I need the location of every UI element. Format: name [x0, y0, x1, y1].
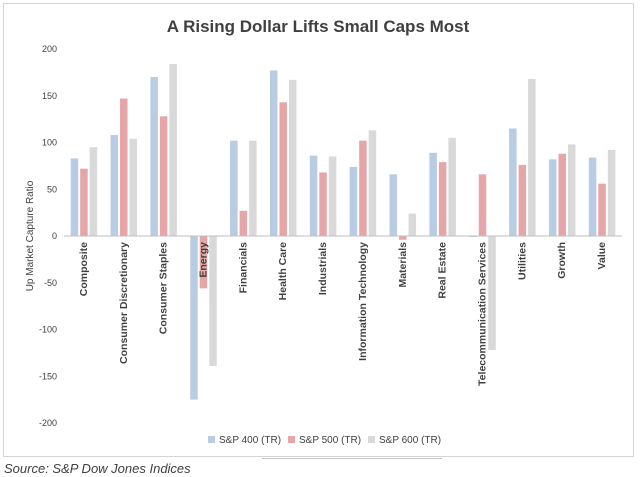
y-tick-label: -50 — [44, 278, 57, 288]
bar — [150, 77, 158, 236]
x-tick-label: Growth — [556, 242, 568, 279]
bar — [269, 70, 278, 236]
bar — [528, 78, 536, 236]
y-axis-label: Up Market Capture Ratio — [25, 180, 36, 291]
x-tick-label: Consumer Staples — [158, 242, 170, 334]
bar — [558, 153, 566, 236]
bar — [588, 157, 597, 236]
y-tick-label: 150 — [42, 91, 57, 101]
bars — [70, 63, 616, 400]
legend: S&P 400 (TR) S&P 500 (TR) S&P 600 (TR) — [208, 435, 441, 446]
bar — [368, 130, 377, 236]
y-tick-label: -100 — [39, 325, 57, 335]
x-tick-label: Value — [596, 242, 608, 270]
bar — [399, 236, 407, 240]
bar — [230, 140, 238, 236]
x-tick-label: Industrials — [317, 242, 329, 295]
legend-label: S&P 500 (TR) — [299, 435, 361, 446]
x-tick-label: Consumer Discretionary — [118, 242, 130, 364]
x-tick-label: Information Technology — [357, 242, 369, 361]
bar — [429, 152, 437, 236]
bar — [80, 168, 88, 236]
x-axis: Composite Consumer Discretionary Consumer … — [78, 242, 608, 386]
bar — [279, 102, 287, 236]
bar — [389, 174, 398, 236]
source-note: Source: S&P Dow Jones Indices — [4, 461, 191, 476]
bar — [349, 166, 358, 236]
source-divider — [262, 458, 442, 459]
x-tick-label: Energy — [198, 242, 210, 278]
x-tick-label: Telecommunication Services — [477, 242, 489, 386]
bar — [70, 158, 79, 236]
legend-swatch — [368, 436, 375, 443]
x-tick-label: Real Estate — [437, 242, 449, 299]
y-tick-label: -150 — [39, 371, 57, 381]
bar — [598, 183, 606, 236]
bar — [319, 172, 327, 236]
bar — [448, 137, 456, 236]
bar — [129, 138, 138, 236]
bar — [478, 174, 487, 236]
bar — [359, 140, 367, 236]
legend-label: S&P 600 (TR) — [379, 435, 441, 446]
x-tick-label: Materials — [397, 242, 409, 288]
x-tick-label: Utilities — [516, 242, 528, 280]
legend-label: S&P 400 (TR) — [219, 435, 281, 446]
bar — [488, 236, 496, 351]
bar — [567, 144, 576, 236]
legend-swatch — [208, 436, 215, 443]
y-axis: 200 150 100 50 0 -50 -100 -150 -200 — [39, 44, 57, 428]
bar — [89, 147, 98, 236]
bar — [548, 159, 557, 236]
y-tick-label: 200 — [42, 44, 57, 54]
x-tick-label: Health Care — [277, 242, 289, 301]
bar — [249, 140, 257, 236]
bar — [607, 149, 616, 236]
chart-title: A Rising Dollar Lifts Small Caps Most — [167, 17, 470, 36]
y-tick-label: -200 — [39, 418, 57, 428]
bar — [518, 164, 527, 236]
bar — [288, 79, 297, 236]
bar — [159, 116, 168, 236]
bar — [509, 128, 517, 236]
bar — [309, 155, 318, 236]
bar — [199, 236, 208, 289]
y-tick-label: 0 — [52, 231, 57, 241]
bar — [110, 135, 119, 236]
y-tick-label: 100 — [42, 138, 57, 148]
legend-swatch — [288, 436, 295, 443]
bar — [120, 98, 128, 237]
bar — [438, 162, 447, 236]
bar — [209, 236, 217, 366]
bar — [239, 210, 248, 236]
x-tick-label: Composite — [78, 242, 90, 296]
bar — [169, 63, 177, 237]
x-tick-label: Financials — [237, 242, 249, 294]
bar — [190, 236, 198, 400]
bar — [328, 156, 337, 236]
y-tick-label: 50 — [47, 184, 57, 194]
bar — [408, 213, 417, 236]
